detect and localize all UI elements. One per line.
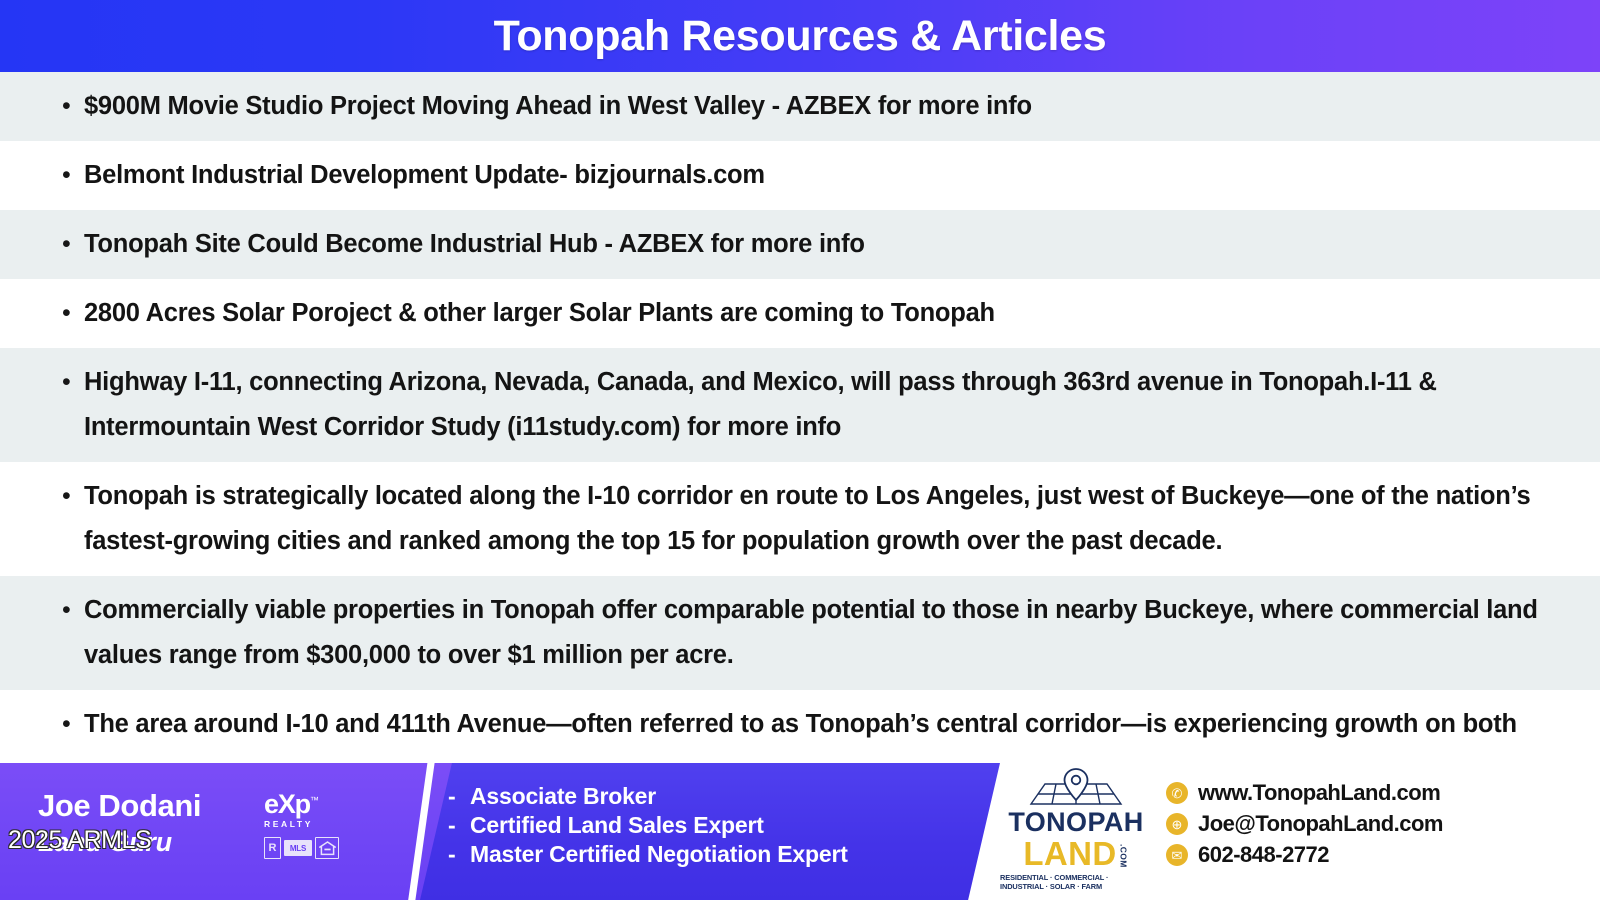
bullet-icon: •	[62, 92, 71, 120]
logo-line-tonopah: TONOPAH	[1008, 807, 1144, 837]
credential-item: - Associate Broker	[448, 782, 968, 811]
envelope-icon-glyph: ✉	[1171, 847, 1183, 863]
envelope-icon: ✉	[1166, 844, 1188, 866]
list-item: • Belmont Industrial Development Update- …	[0, 141, 1600, 210]
arlms-watermark: 2025 ARMLS	[8, 826, 152, 854]
contact-value: Joe@TonopahLand.com	[1198, 811, 1444, 836]
credential-dash: -	[448, 783, 456, 809]
exp-subtitle: REALTY	[264, 819, 313, 829]
globe-icon: ⊕	[1166, 813, 1188, 835]
bullet-icon: •	[62, 482, 71, 510]
list-item: • $900M Movie Studio Project Moving Ahead…	[0, 72, 1600, 141]
list-item: • Highway I-11, connecting Arizona, Nevad…	[0, 348, 1600, 462]
page-footer: Joe Dodani Land Guru	[0, 755, 1600, 900]
contact-list: ✆ www.TonopahLand.com ⊕ Joe@TonopahLand.com…	[1166, 780, 1526, 873]
exp-realty-logo: eXp™ REALTY R MLS	[264, 786, 360, 866]
page-header: Tonopah Resources & Articles	[0, 0, 1600, 72]
credential-label: Certified Land Sales Expert	[470, 812, 764, 838]
bullet-icon: •	[62, 596, 71, 624]
equal-housing-badge-icon	[315, 837, 339, 859]
bullet-icon: •	[62, 368, 71, 396]
list-item: • Tonopah Site Could Become Industrial Hu…	[0, 210, 1600, 279]
credentials-list: - Associate Broker - Certified Land Sales E…	[448, 782, 968, 869]
list-item-text: Commercially viable properties in Tonopa…	[84, 596, 1538, 669]
logo-line-land: LAND	[1023, 835, 1117, 872]
bullet-icon: •	[62, 710, 71, 738]
credential-item: - Master Certified Negotiation Expert	[448, 840, 968, 869]
list-item-text: $900M Movie Studio Project Moving Ahead …	[84, 92, 1032, 120]
list-item-text: Tonopah Site Could Become Industrial Hub…	[84, 230, 865, 258]
mls-badge-label: MLS	[289, 843, 307, 853]
list-item-text: Highway I-11, connecting Arizona, Nevada…	[84, 368, 1437, 441]
list-item: • Tonopah is strategically located along …	[0, 462, 1600, 576]
logo-tagline: RESIDENTIAL · COMMERCIAL · INDUSTRIAL · …	[1000, 873, 1109, 891]
credential-label: Associate Broker	[470, 783, 656, 809]
page-title: Tonopah Resources & Articles	[493, 11, 1107, 60]
exp-wordmark: eXp™	[264, 786, 360, 818]
list-item: • 2800 Acres Solar Poroject & other large…	[0, 279, 1600, 348]
logo-pin-graphic	[1011, 768, 1141, 806]
contact-item[interactable]: ✆ www.TonopahLand.com	[1166, 780, 1526, 806]
list-item-text: 2800 Acres Solar Poroject & other larger…	[84, 299, 995, 327]
list-item-text: Belmont Industrial Development Update- b…	[84, 161, 765, 189]
affiliation-badges: R MLS	[264, 837, 360, 859]
credential-label: Master Certified Negotiation Expert	[470, 841, 848, 867]
tonopah-land-logo: TONOPAH LAND .COM RESIDENTIAL · COMMERCI…	[1000, 768, 1152, 891]
contact-value: 602-848-2772	[1198, 842, 1330, 867]
resources-list: • $900M Movie Studio Project Moving Ahead…	[0, 72, 1600, 849]
exp-word-text: eXp	[264, 789, 311, 819]
credential-dash: -	[448, 841, 456, 867]
bullet-icon: •	[62, 161, 71, 189]
agent-name-block: Joe Dodani Land Guru	[38, 787, 318, 859]
contact-item[interactable]: ✉ 602-848-2772	[1166, 842, 1526, 868]
contact-item[interactable]: ⊕ Joe@TonopahLand.com	[1166, 811, 1526, 837]
footer-band-left	[0, 763, 480, 900]
realtor-badge-icon: R	[264, 837, 281, 859]
bullet-icon: •	[62, 299, 71, 327]
logo-line-land-row: LAND .COM	[1023, 837, 1128, 870]
logo-dotcom: .COM	[1118, 844, 1129, 868]
phone-icon: ✆	[1166, 782, 1188, 804]
bullet-icon: •	[62, 230, 71, 258]
list-item-text: Tonopah is strategically located along t…	[84, 482, 1531, 555]
list-item: • Commercially viable properties in Tonop…	[0, 576, 1600, 690]
realtor-badge-letter: R	[268, 842, 277, 854]
mls-badge-icon: MLS	[284, 840, 312, 856]
agent-name: Joe Dodani	[38, 788, 202, 823]
globe-icon-glyph: ⊕	[1171, 816, 1183, 832]
phone-icon-glyph: ✆	[1171, 785, 1183, 801]
contact-value: www.TonopahLand.com	[1198, 780, 1441, 805]
credential-item: - Certified Land Sales Expert	[448, 811, 968, 840]
agent-tagline: Land Guru	[38, 827, 172, 857]
credential-dash: -	[448, 812, 456, 838]
trademark-icon: ™	[309, 795, 319, 805]
footer-band-right	[420, 763, 1000, 900]
